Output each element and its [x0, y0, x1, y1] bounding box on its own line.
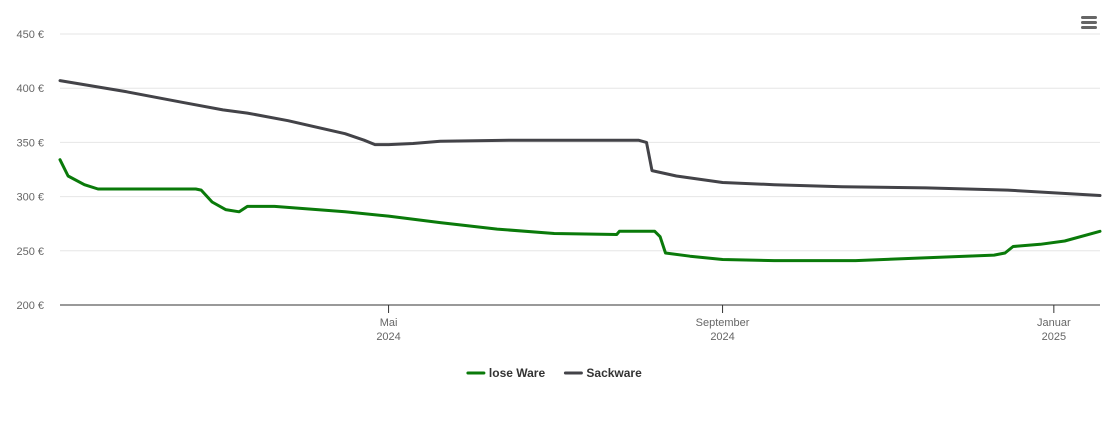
legend-item-lose-ware[interactable]: lose Ware	[466, 366, 546, 380]
gridlines	[60, 33, 1100, 252]
y-tick-label: 300 €	[16, 192, 44, 204]
x-tick-label: Mai	[380, 317, 398, 329]
legend-label: lose Ware	[489, 366, 546, 380]
x-tick-label: September	[696, 317, 750, 329]
x-tick-sublabel: 2024	[710, 331, 734, 343]
y-tick-label: 450 €	[16, 29, 44, 41]
x-tick-sublabel: 2024	[376, 331, 400, 343]
y-tick-label: 200 €	[16, 300, 44, 312]
series-lines	[58, 79, 1102, 263]
y-tick-label: 350 €	[16, 137, 44, 149]
x-tick-label: Januar	[1037, 317, 1071, 329]
legend-label: Sackware	[586, 366, 642, 380]
y-axis-labels: 200 € 250 € 300 € 350 € 400 € 450 €	[16, 29, 44, 312]
series-line-sackware	[58, 79, 1102, 197]
hamburger-menu-icon	[1081, 16, 1097, 29]
x-tick-sublabel: 2025	[1042, 331, 1066, 343]
series-line-lose-ware	[58, 158, 1102, 263]
chart-menu-button[interactable]	[1080, 14, 1098, 30]
legend[interactable]: lose Ware Sackware	[466, 366, 642, 380]
x-axis-labels: Mai 2024 September 2024 Januar 2025	[376, 305, 1071, 343]
y-tick-label: 400 €	[16, 83, 44, 95]
legend-item-sackware[interactable]: Sackware	[563, 366, 642, 380]
y-tick-label: 250 €	[16, 246, 44, 258]
